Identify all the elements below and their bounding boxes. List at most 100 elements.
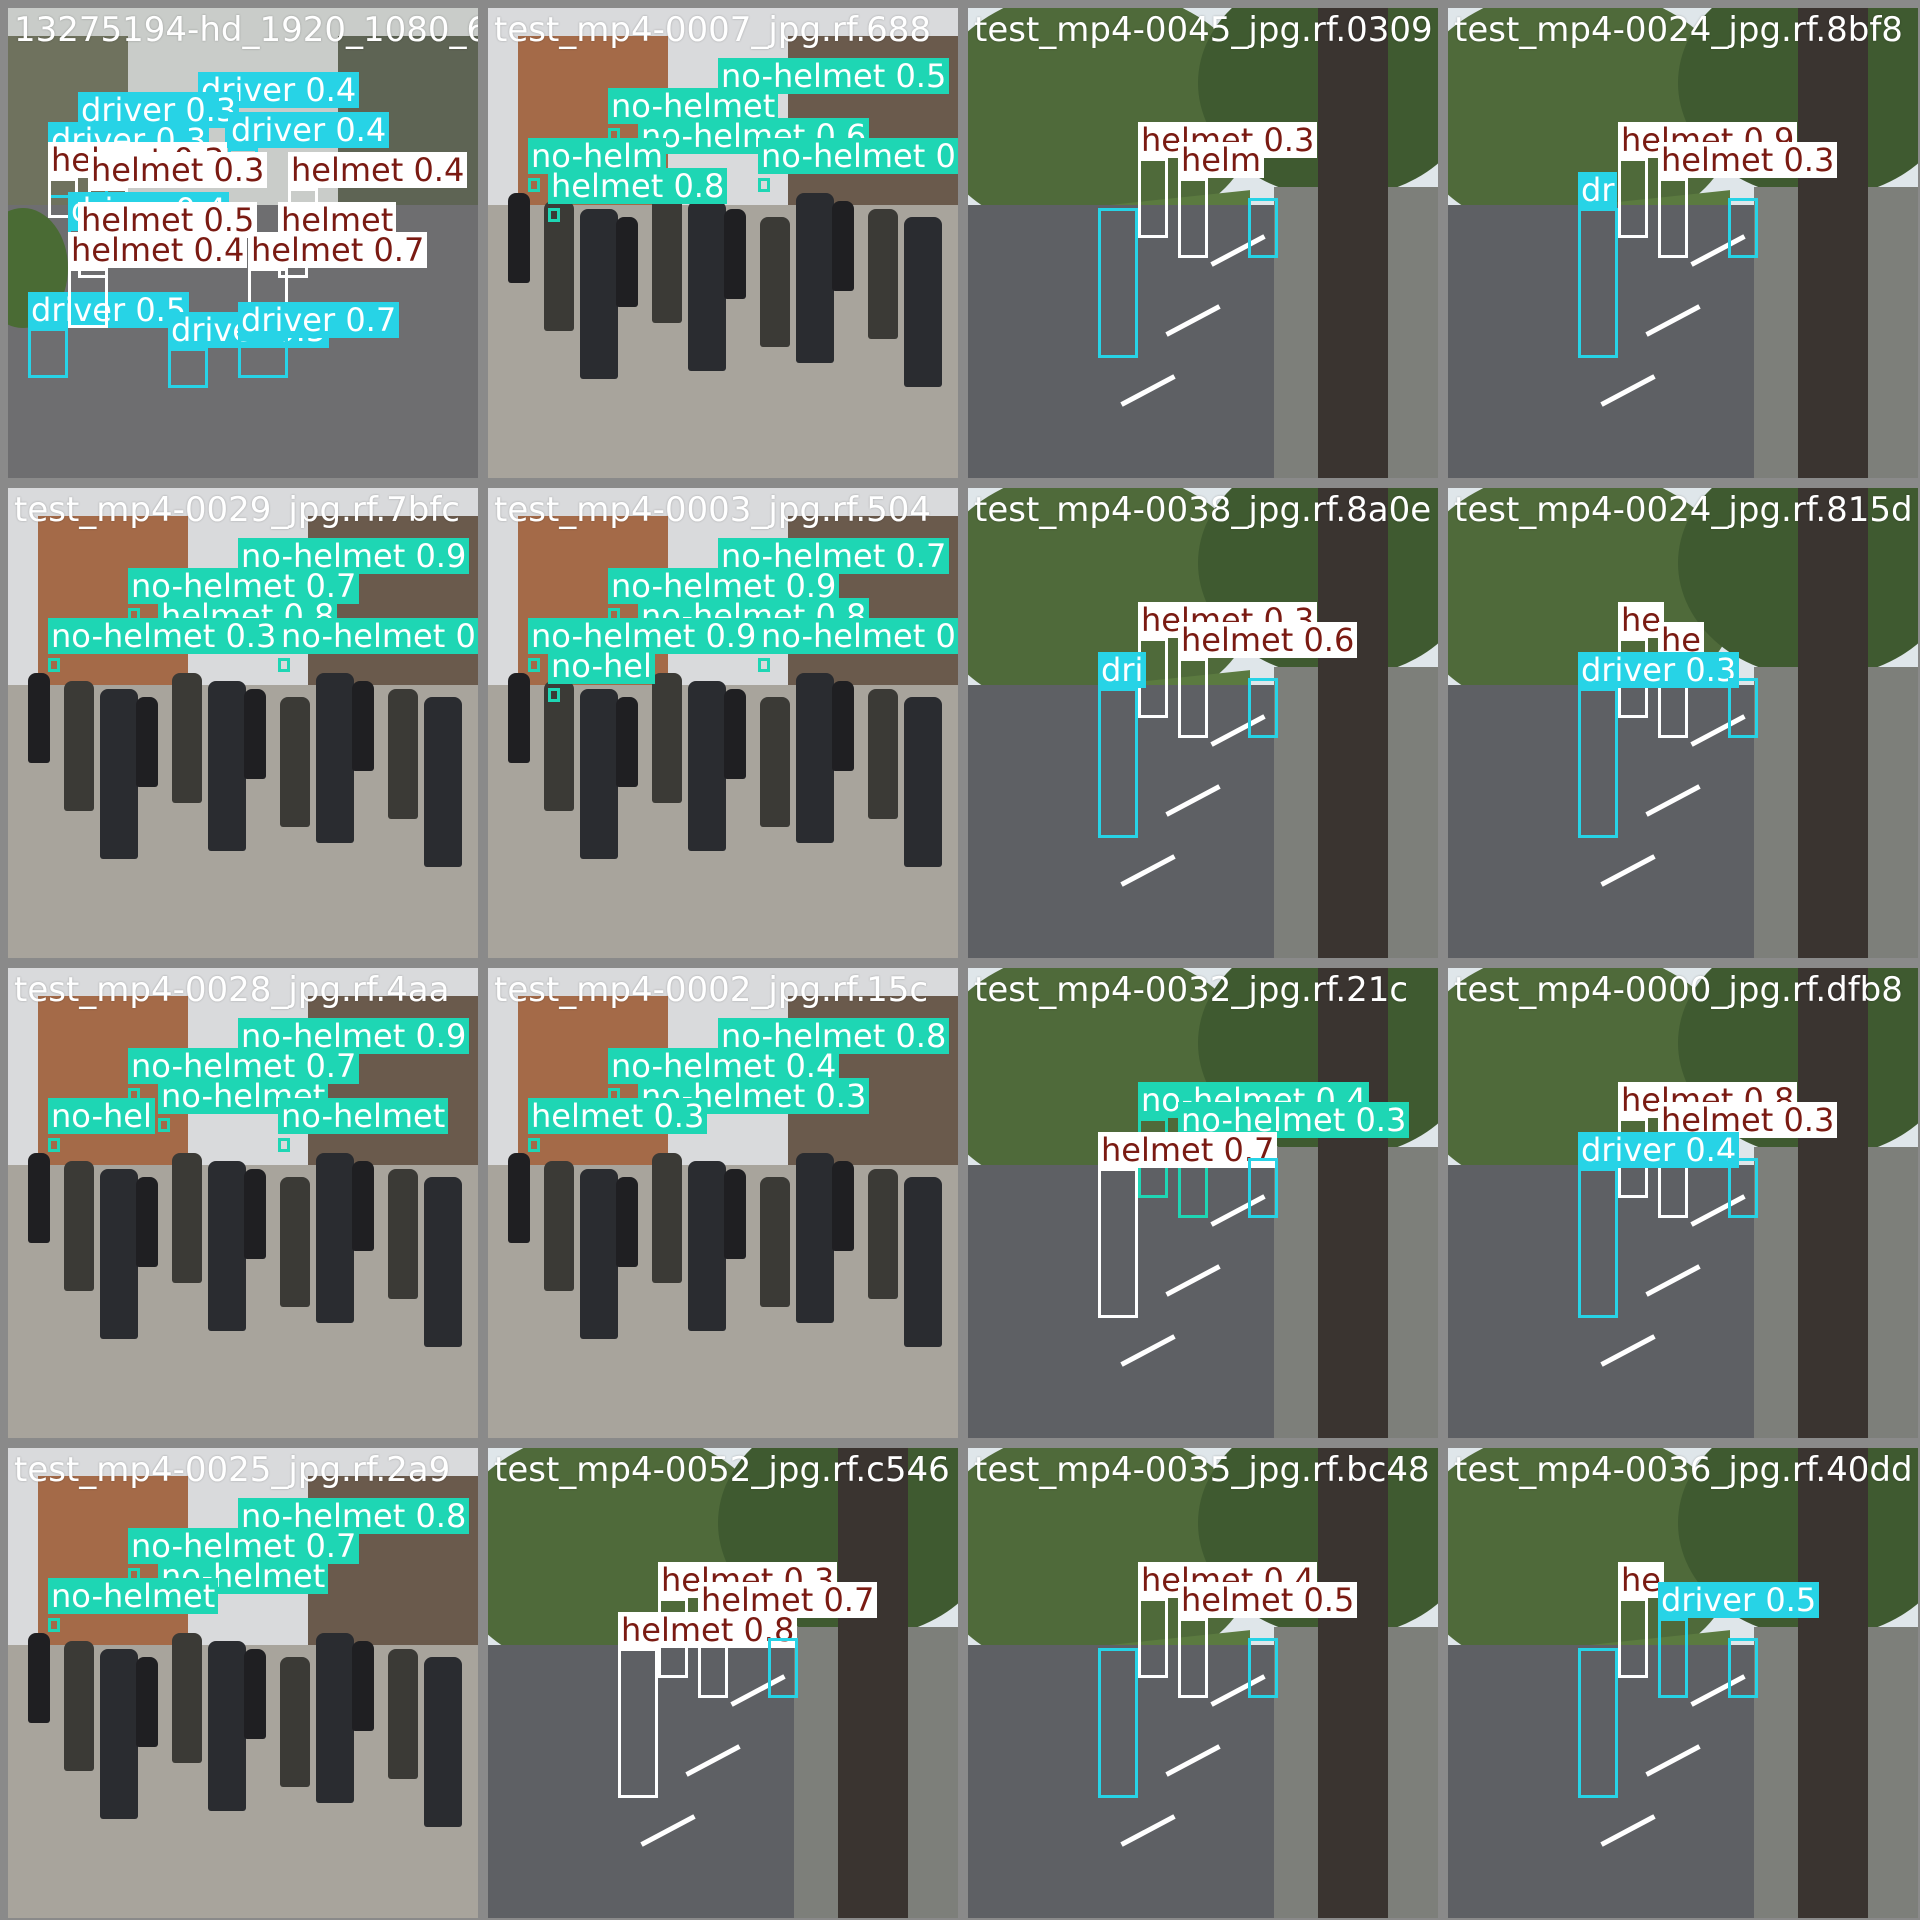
mosaic-tile: no-helmet 0.8 no-helmet 0.4 no-helmet 0.3 h… (488, 968, 958, 1438)
pedestrian (64, 1641, 94, 1771)
detection-label-driver: dr (1578, 172, 1618, 208)
detection-box-driver (1248, 1638, 1278, 1698)
tile-filename: 13275194-hd_1920_1080_60fps_mp4-0007_jpg… (14, 10, 478, 50)
pedestrian (544, 201, 574, 331)
mosaic-tile: helmet 0.9 helmet 0.3 dr test_mp4-0024_jpg.… (1448, 8, 1918, 478)
mosaic-tile: he driver 0.5 test_mp4-0036_jpg.rf.40dd (1448, 1448, 1918, 1918)
pedestrian (868, 1169, 898, 1299)
detection-box-driver (1578, 1168, 1618, 1318)
pedestrian (100, 1169, 138, 1339)
pedestrian (760, 1177, 790, 1307)
detection-label-helmet: helmet 0.7 (1098, 1132, 1278, 1168)
tree-trunk (1798, 8, 1868, 478)
detection-label-no-helmet: no-helmet (158, 1558, 329, 1594)
pedestrian (616, 1177, 638, 1267)
tree-trunk (838, 1448, 908, 1918)
pedestrian (172, 1633, 202, 1763)
pedestrian (796, 193, 834, 363)
pedestrian (244, 1649, 266, 1739)
mosaic-tile: helmet 0.3 helmet 0.7 helmet 0.8 test_mp4-0… (488, 1448, 958, 1918)
pedestrian (616, 697, 638, 787)
pedestrian (652, 193, 682, 323)
pedestrian (280, 697, 310, 827)
pedestrian (580, 1169, 618, 1339)
pedestrian (508, 1153, 530, 1243)
detection-box-driver (768, 1638, 798, 1698)
pedestrian (244, 689, 266, 779)
pedestrian (208, 1161, 246, 1331)
detection-label-no-helmet: no-helmet 0.4 (758, 618, 958, 654)
detection-box-driver (1098, 1648, 1138, 1798)
pedestrian (544, 1161, 574, 1291)
pedestrian (172, 673, 202, 803)
tree-trunk (1798, 968, 1868, 1438)
detection-box-helmet (1178, 178, 1208, 258)
detection-box-driver (168, 348, 208, 388)
detection-box-no-helmet (278, 1138, 290, 1152)
detection-label-no-helmet: no-helmet 0.4 (758, 138, 958, 174)
detection-box-driver (1658, 1618, 1688, 1698)
detection-label-helmet: helmet 0.3 (1658, 142, 1838, 178)
tree-trunk (1798, 488, 1868, 958)
pedestrian (868, 209, 898, 339)
detection-box-no-helmet (528, 178, 540, 192)
detection-box-no-helmet (48, 658, 60, 672)
pedestrian (280, 1177, 310, 1307)
detection-box-no-helmet (528, 658, 540, 672)
detection-box-driver (1578, 688, 1618, 838)
detection-label-no-helmet: no-helmet (48, 1578, 219, 1614)
pedestrian (424, 1657, 462, 1827)
pedestrian (28, 1153, 50, 1243)
detection-box-driver (1728, 678, 1758, 738)
pedestrian (172, 1153, 202, 1283)
detection-label-driver: driver 0.5 (1658, 1582, 1820, 1618)
pedestrian (136, 1177, 158, 1267)
pedestrian (652, 673, 682, 803)
detection-box-driver (1728, 1638, 1758, 1698)
detection-box-helmet (1618, 1598, 1648, 1678)
mosaic-tile: no-helmet 0.5 no-helmet no-helmet 0.6 no-he… (488, 8, 958, 478)
tile-filename: test_mp4-0000_jpg.rf.dfb8 (1454, 970, 1903, 1010)
pedestrian (724, 689, 746, 779)
photo-background (968, 1448, 1438, 1918)
detection-box-no-helmet (548, 208, 560, 222)
pedestrian (424, 1177, 462, 1347)
mosaic-tile: helmet 0.4 helmet 0.5 test_mp4-0035_jpg.rf… (968, 1448, 1438, 1918)
tile-filename: test_mp4-0036_jpg.rf.40dd (1454, 1450, 1913, 1490)
detection-label-helmet: helm (1178, 142, 1265, 178)
detection-box-driver (1248, 678, 1278, 738)
detection-box-helmet (1178, 1618, 1208, 1698)
pedestrian (724, 1169, 746, 1259)
pedestrian (904, 697, 942, 867)
pedestrian (352, 681, 374, 771)
pedestrian (796, 673, 834, 843)
detection-box-driver (1098, 208, 1138, 358)
detection-box-helmet (1138, 158, 1168, 238)
pedestrian (904, 1177, 942, 1347)
mosaic-tile: no-helmet 0.7 no-helmet 0.9 no-helmet 0.8 n… (488, 488, 958, 958)
detection-label-driver: driver 0.4 (1578, 1132, 1740, 1168)
detection-box-no-helmet (48, 1138, 60, 1152)
pedestrian (616, 217, 638, 307)
pedestrian (832, 681, 854, 771)
detection-box-driver (238, 338, 288, 378)
detection-label-no-helmet: no-helmet (278, 1098, 449, 1134)
mosaic-tile: helmet 0.3 helm test_mp4-0045_jpg.rf.0309 (968, 8, 1438, 478)
pedestrian (388, 689, 418, 819)
pedestrian (316, 1633, 354, 1803)
detection-label-driver: driver 0.4 (228, 112, 390, 148)
detection-box-no-helmet (758, 178, 770, 192)
detection-box-helmet (1138, 1598, 1168, 1678)
pedestrian (580, 209, 618, 379)
tile-filename: test_mp4-0038_jpg.rf.8a0e (974, 490, 1432, 530)
detection-box-driver (1728, 198, 1758, 258)
detection-label-helmet: helmet 0.5 (1178, 1582, 1358, 1618)
pedestrian (868, 689, 898, 819)
detection-box-no-helmet (48, 1618, 60, 1632)
tree-trunk (1318, 8, 1388, 478)
pedestrian (136, 1657, 158, 1747)
detection-label-driver: dri (1098, 652, 1147, 688)
detection-box-driver (1578, 208, 1618, 358)
detection-label-no-helmet: helmet 0.3 (528, 1098, 708, 1134)
tree-trunk (1318, 488, 1388, 958)
